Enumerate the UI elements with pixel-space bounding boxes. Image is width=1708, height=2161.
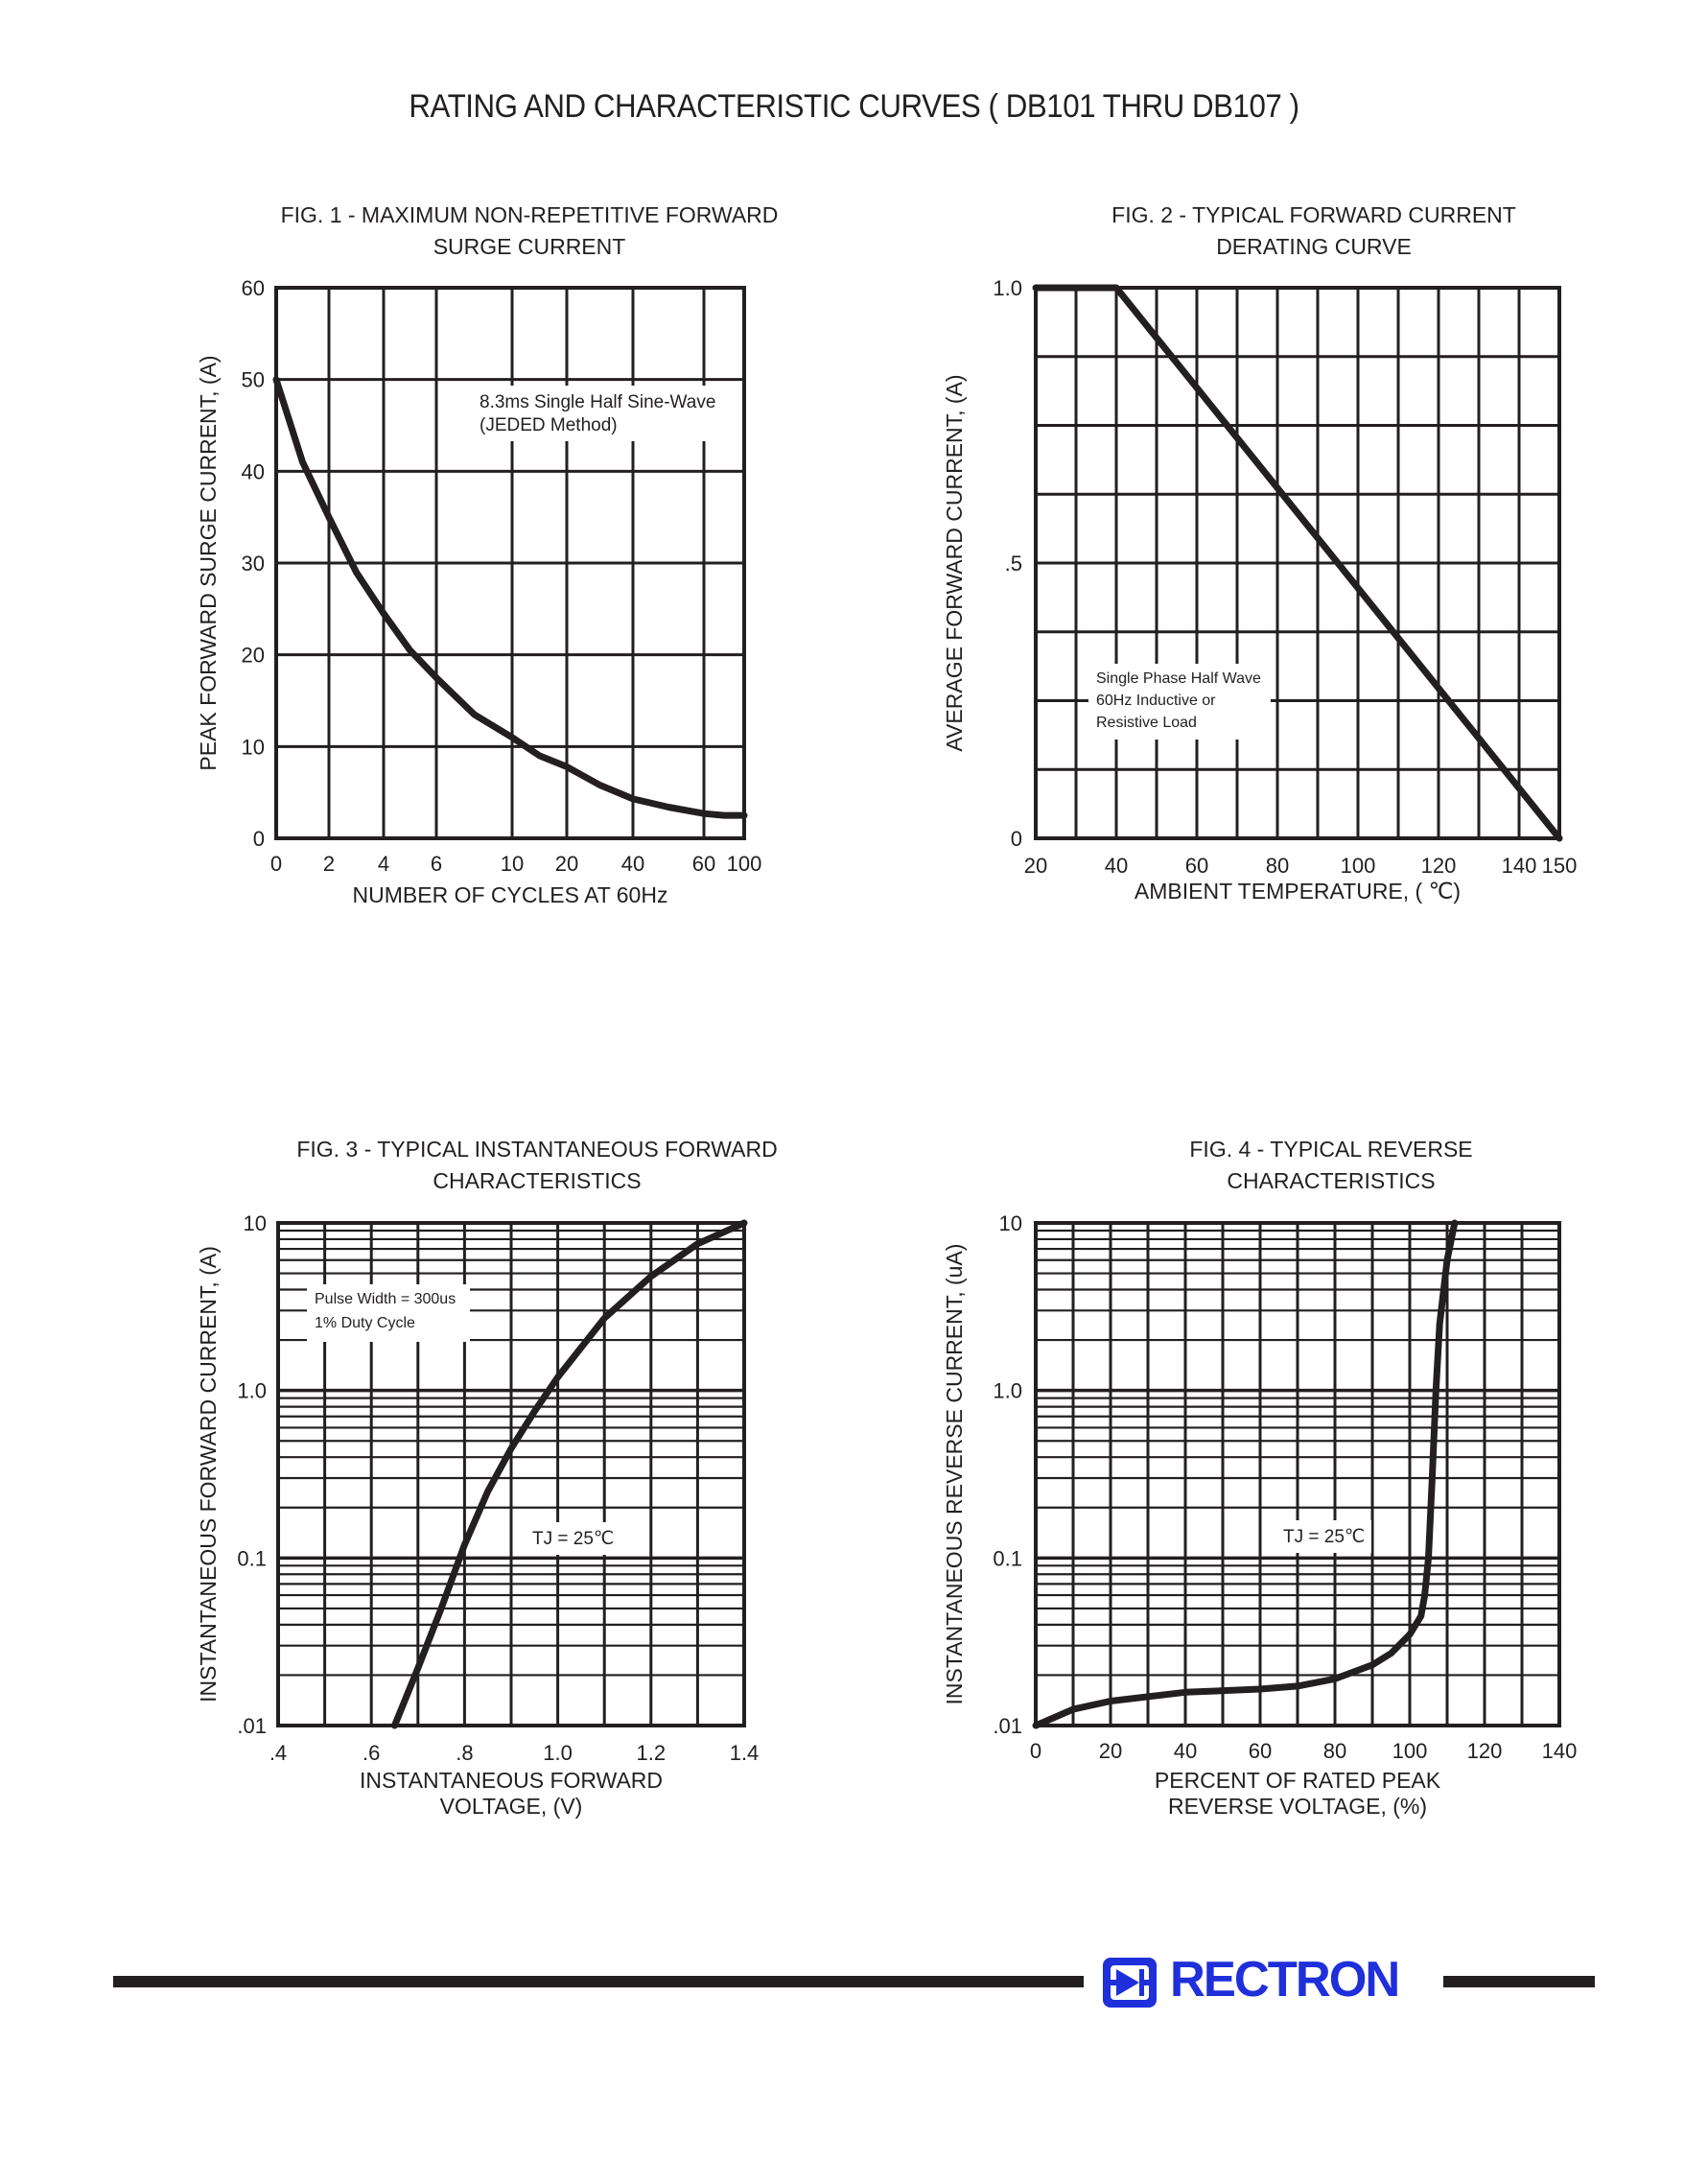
fig1-title-line: SURGE CURRENT	[433, 234, 626, 259]
fig2-xtick-label: 20	[1024, 854, 1047, 878]
fig4-xtick-label: 0	[1030, 1739, 1041, 1763]
fig1-ylabel: PEAK FORWARD SURGE CURRENT, (A)	[196, 355, 221, 770]
fig4-series-line	[1032, 1219, 1459, 1729]
fig3-annotation: TJ = 25℃	[532, 1529, 614, 1549]
fig4-xlabel-line: REVERSE VOLTAGE, (%)	[1168, 1794, 1427, 1819]
fig4-annotation-bg	[1275, 1520, 1371, 1553]
fig3-xlabel-line: VOLTAGE, (V)	[440, 1794, 583, 1819]
fig3-xtick-label: .4	[269, 1741, 287, 1765]
fig2-annotation-bg	[1088, 664, 1271, 740]
fig4-ytick-label: .01	[993, 1714, 1022, 1738]
fig2-xtick-label: 120	[1421, 854, 1457, 878]
fig2-xtick-label: 100	[1341, 854, 1376, 878]
fig3-xtick-label: .8	[456, 1741, 473, 1765]
fig2-xtick-label: 150	[1542, 854, 1578, 878]
fig3-ytick-label: 0.1	[237, 1546, 267, 1570]
fig4-title-line: CHARACTERISTICS	[1227, 1168, 1435, 1193]
fig2-title-line: FIG. 2 - TYPICAL FORWARD CURRENT	[1111, 202, 1516, 227]
fig2-annotation: Single Phase Half Wave	[1096, 670, 1261, 687]
fig3-frame	[276, 1221, 746, 1727]
fig1-ytick-label: 60	[242, 276, 265, 300]
page-title: RATING AND CHARACTERISTIC CURVES ( DB101…	[409, 88, 1299, 125]
fig2-ylabel: AVERAGE FORWARD CURRENT, (A)	[942, 374, 967, 751]
fig4-ytick-label: 1.0	[993, 1379, 1022, 1403]
fig1-ytick-label: 10	[242, 735, 265, 759]
fig1-xtick-label: 100	[727, 852, 762, 876]
fig3-xtick-label: 1.0	[543, 1741, 573, 1765]
fig1-ytick-label: 50	[242, 368, 265, 392]
fig3-annotation: 1% Duty Cycle	[315, 1315, 415, 1331]
fig4-ytick-label: 0.1	[993, 1546, 1022, 1570]
fig1-xtick-label: 10	[501, 852, 524, 876]
fig1-ytick-label: 20	[242, 644, 265, 668]
fig3-ytick-label: .01	[237, 1714, 267, 1738]
fig3-xtick-label: .6	[363, 1741, 380, 1765]
fig3-title-line: FIG. 3 - TYPICAL INSTANTANEOUS FORWARD	[296, 1137, 777, 1162]
fig4-title-line: FIG. 4 - TYPICAL REVERSE	[1189, 1137, 1472, 1162]
fig4-xtick-label: 140	[1542, 1739, 1578, 1763]
fig2-annotation: Resistive Load	[1096, 715, 1197, 731]
fig4-ylabel: INSTANTANEOUS REVERSE CURRENT, (uA)	[942, 1244, 967, 1705]
fig4-xtick-label: 100	[1392, 1739, 1428, 1763]
fig1-title-line: FIG. 1 - MAXIMUM NON-REPETITIVE FORWARD	[281, 202, 779, 227]
fig1-annotation-bg	[472, 386, 731, 441]
fig2-title-line: DERATING CURVE	[1216, 234, 1412, 259]
fig3-ytick-label: 10	[244, 1211, 267, 1235]
fig1-annotation: 8.3ms Single Half Sine-Wave	[480, 392, 715, 412]
fig1-series-line	[272, 376, 748, 819]
fig3-xtick-label: 1.4	[730, 1741, 760, 1765]
fig2-ytick-label: 1.0	[993, 276, 1022, 300]
fig1-frame	[274, 286, 746, 840]
fig3-ytick-label: 1.0	[237, 1379, 267, 1403]
fig2-ytick-label: 0	[1011, 827, 1022, 851]
fig2-series-line	[1032, 284, 1563, 842]
fig2-xtick-label: 80	[1266, 854, 1289, 878]
fig4-annotation: TJ = 25℃	[1283, 1527, 1365, 1547]
fig1-ytick-label: 0	[253, 827, 265, 851]
fig3-ylabel: INSTANTANEOUS FORWARD CURRENT, (A)	[196, 1246, 221, 1703]
fig4-xtick-label: 80	[1323, 1739, 1346, 1763]
fig3-annotation-bg	[525, 1522, 620, 1555]
rectron-logo-icon	[1103, 1958, 1157, 2008]
fig2-xlabel-line: AMBIENT TEMPERATURE, ( ℃)	[1135, 879, 1461, 904]
fig3-annotation: Pulse Width = 300us	[315, 1291, 456, 1307]
fig1-xlabel-line: NUMBER OF CYCLES AT 60Hz	[353, 882, 668, 907]
fig1-xtick-label: 4	[378, 852, 389, 876]
footer-rule-left	[113, 1976, 1084, 1987]
fig2-frame	[1034, 286, 1561, 840]
fig1-xtick-label: 40	[621, 852, 644, 876]
fig1-ytick-label: 40	[242, 459, 265, 483]
fig4-xtick-label: 20	[1099, 1739, 1122, 1763]
brand-logo: RECTRON	[1101, 1952, 1437, 2011]
fig4-xtick-label: 40	[1174, 1739, 1197, 1763]
fig2-xtick-label: 60	[1185, 854, 1208, 878]
fig4-xlabel-line: PERCENT OF RATED PEAK	[1155, 1768, 1441, 1793]
fig2-xtick-label: 140	[1502, 854, 1537, 878]
fig1-xtick-label: 2	[323, 852, 335, 876]
fig4-frame	[1034, 1221, 1561, 1727]
fig3-xtick-label: 1.2	[637, 1741, 667, 1765]
fig2-xtick-label: 40	[1105, 854, 1128, 878]
fig1-ytick-label: 30	[242, 552, 265, 575]
fig4-xtick-label: 60	[1249, 1739, 1272, 1763]
fig3-xlabel-line: INSTANTANEOUS FORWARD	[360, 1768, 663, 1793]
fig3-annotation-bg	[307, 1284, 470, 1342]
fig4-xtick-label: 120	[1467, 1739, 1503, 1763]
fig1-xtick-label: 0	[270, 852, 282, 876]
fig3-title-line: CHARACTERISTICS	[433, 1168, 641, 1193]
fig1-annotation: (JEDED Method)	[480, 415, 618, 435]
brand-name: RECTRON	[1170, 1952, 1400, 2008]
fig1-xtick-label: 20	[555, 852, 578, 876]
fig2-ytick-label: .5	[1005, 552, 1022, 575]
fig2-annotation: 60Hz Inductive or	[1096, 693, 1216, 709]
footer-rule-right	[1443, 1976, 1595, 1987]
fig1-xtick-label: 6	[431, 852, 442, 876]
fig3-series-line	[391, 1219, 748, 1729]
fig4-ytick-label: 10	[999, 1211, 1022, 1235]
fig1-xtick-label: 60	[692, 852, 715, 876]
